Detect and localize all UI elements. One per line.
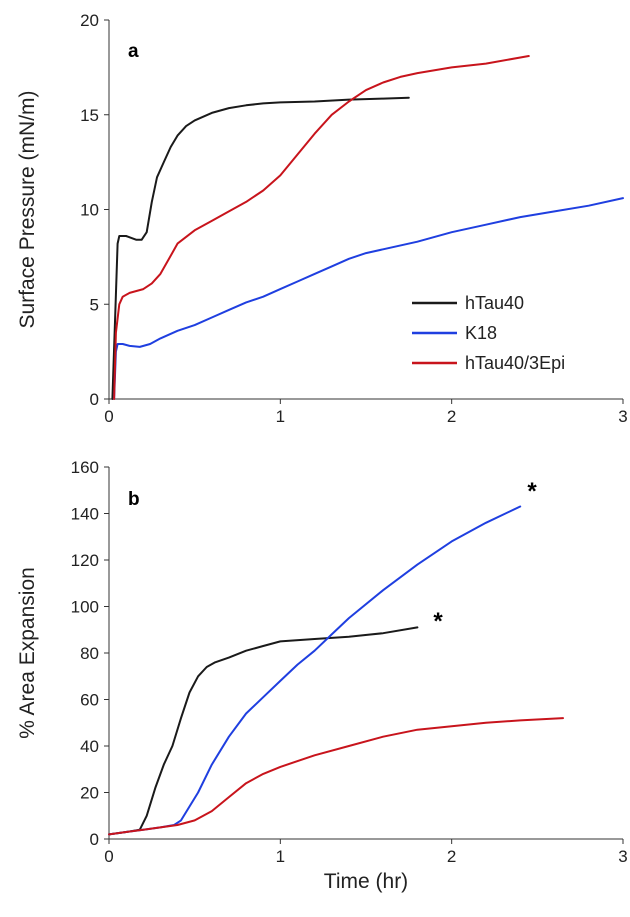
x-tick-label: 3 [618, 847, 627, 866]
x-tick-label: 3 [618, 407, 627, 426]
y-tick-label: 15 [80, 106, 99, 125]
y-tick-label: 20 [80, 11, 99, 30]
x-tick-label: 1 [276, 847, 285, 866]
y-tick-label: 40 [80, 737, 99, 756]
x-axis-title: Time (hr) [324, 870, 408, 893]
series-line-k18 [113, 197, 624, 400]
x-tick-label: 2 [447, 847, 456, 866]
chart-panel-b: 0 20 40 60 80 100 120 140 160 0 1 2 3 % Area Expansio… [16, 458, 628, 893]
panel-label: a [128, 41, 139, 62]
y-tick-label: 160 [71, 458, 99, 477]
legend-label: K18 [465, 323, 497, 343]
legend-label: hTau40 [465, 293, 524, 313]
y-tick-label: 0 [90, 830, 99, 849]
y-axis-title: % Area Expansion [16, 567, 39, 739]
series-line-htau40-3epi [108, 717, 564, 836]
x-tick-label: 0 [104, 847, 113, 866]
series-line-htau40 [111, 96, 410, 400]
x-tick-label: 1 [276, 407, 285, 426]
y-tick-label: 80 [80, 644, 99, 663]
y-tick-label: 0 [90, 390, 99, 409]
x-tick-label: 0 [104, 407, 113, 426]
panel-label: b [128, 489, 140, 510]
annotation-asterisk: * [433, 608, 443, 635]
y-tick-label: 5 [90, 295, 99, 314]
legend-label: hTau40/3Epi [465, 353, 565, 373]
y-tick-label: 120 [71, 551, 99, 570]
y-tick-label: 20 [80, 784, 99, 803]
series-line-htau40-3epi [113, 55, 530, 400]
y-tick-label: 60 [80, 691, 99, 710]
chart-panel-a: 0 5 10 15 20 0 1 2 3 Surface Pressure (mN/m) a hTau… [16, 11, 628, 426]
legend: hTau40 K18 hTau40/3Epi [412, 293, 565, 373]
y-tick-label: 10 [80, 201, 99, 220]
series-line-k18 [108, 505, 522, 836]
annotation-asterisk: * [527, 478, 537, 505]
series-line-htau40 [108, 626, 419, 836]
x-tick-label: 2 [447, 407, 456, 426]
y-tick-label: 100 [71, 598, 99, 617]
y-axis-title: Surface Pressure (mN/m) [16, 90, 39, 328]
y-tick-label: 140 [71, 505, 99, 524]
